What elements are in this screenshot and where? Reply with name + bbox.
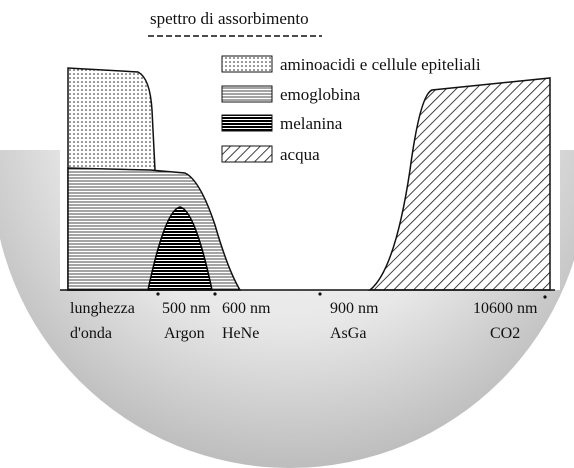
axis-label: 500 nm — [162, 300, 211, 317]
axis-label: CO2 — [490, 325, 520, 342]
tick-dot — [213, 292, 217, 296]
axis-label: HeNe — [222, 325, 259, 342]
acqua-area — [367, 77, 551, 291]
legend-label: aminoacidi e cellule epiteliali — [280, 55, 481, 74]
title: spettro di assorbimento — [150, 9, 309, 28]
legend-swatch — [221, 145, 273, 163]
legend-swatch — [221, 114, 273, 132]
legend-label: melanina — [280, 114, 343, 133]
melanina-area — [147, 206, 213, 291]
tick-dot — [156, 292, 160, 296]
legend-swatch — [221, 55, 273, 73]
axis-label: lunghezza — [70, 300, 135, 317]
axis-label: 900 nm — [330, 300, 379, 317]
axis-label: Argon — [164, 325, 205, 342]
legend-swatch — [221, 85, 273, 103]
axis-label: AsGa — [330, 325, 366, 342]
axis-label: 600 nm — [222, 300, 271, 317]
tick-dot — [543, 295, 547, 299]
legend-label: acqua — [280, 145, 320, 164]
axis-label: 10600 nm — [473, 300, 538, 317]
axis-label: d'onda — [70, 325, 112, 342]
tick-dot — [318, 292, 322, 296]
legend-label: emoglobina — [280, 85, 361, 104]
